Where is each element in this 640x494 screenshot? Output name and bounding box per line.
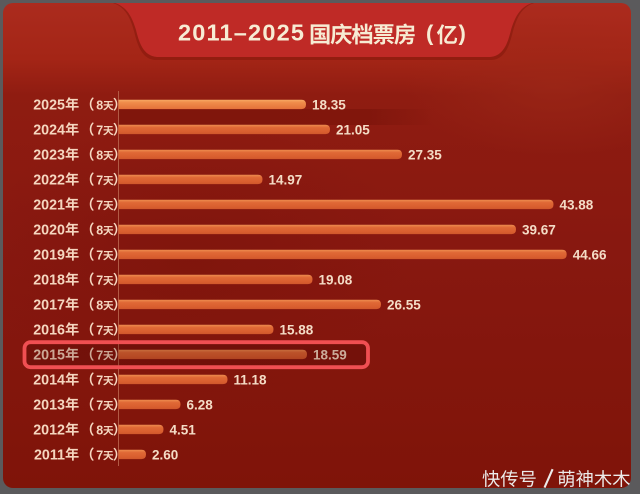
svg-text:26.55: 26.55 [387, 297, 421, 312]
svg-text:(: ( [426, 21, 434, 46]
svg-text:2024: 2024 [33, 122, 65, 138]
svg-text:8: 8 [96, 298, 103, 312]
svg-text:): ) [459, 21, 466, 46]
svg-text:2011: 2011 [34, 447, 65, 463]
svg-text:43.88: 43.88 [560, 197, 594, 212]
svg-text:7: 7 [96, 323, 103, 337]
svg-text:39.67: 39.67 [522, 222, 556, 237]
svg-text:18.35: 18.35 [312, 97, 346, 112]
svg-text:15.88: 15.88 [280, 322, 314, 337]
svg-text:2017: 2017 [33, 297, 65, 313]
svg-text:2020: 2020 [33, 222, 65, 238]
svg-text:2025: 2025 [33, 97, 65, 113]
svg-text:18.59: 18.59 [313, 347, 347, 362]
svg-text:7: 7 [96, 273, 103, 287]
svg-text:11.18: 11.18 [234, 372, 268, 387]
svg-text:2014: 2014 [33, 372, 65, 388]
svg-text:7: 7 [96, 448, 103, 462]
svg-text:2015: 2015 [33, 347, 65, 363]
svg-text:6.28: 6.28 [187, 397, 214, 412]
svg-text:2.60: 2.60 [152, 447, 178, 462]
svg-text:7: 7 [96, 248, 103, 262]
svg-text:21.05: 21.05 [336, 122, 370, 137]
svg-text:2021: 2021 [33, 197, 65, 213]
svg-text:2011–2025: 2011–2025 [178, 20, 305, 46]
svg-text:7: 7 [96, 173, 103, 187]
svg-text:2013: 2013 [33, 397, 65, 413]
svg-text:2018: 2018 [33, 272, 65, 288]
svg-text:27.35: 27.35 [408, 147, 442, 162]
svg-text:2019: 2019 [33, 247, 65, 263]
svg-text:2012: 2012 [33, 422, 65, 438]
svg-text:2016: 2016 [33, 322, 65, 338]
svg-text:8: 8 [96, 98, 103, 112]
svg-text:44.66: 44.66 [573, 247, 607, 262]
svg-text:7: 7 [96, 373, 103, 387]
svg-text:7: 7 [96, 348, 103, 362]
svg-text:8: 8 [96, 423, 103, 437]
svg-text:2022: 2022 [33, 172, 65, 188]
svg-text:7: 7 [96, 198, 103, 212]
svg-text:2023: 2023 [33, 147, 65, 163]
svg-text:19.08: 19.08 [319, 272, 353, 287]
svg-text:14.97: 14.97 [269, 172, 303, 187]
svg-text:7: 7 [96, 123, 103, 137]
svg-text:8: 8 [96, 148, 103, 162]
svg-text:4.51: 4.51 [170, 422, 197, 437]
svg-text:8: 8 [96, 223, 103, 237]
svg-text:7: 7 [96, 398, 103, 412]
